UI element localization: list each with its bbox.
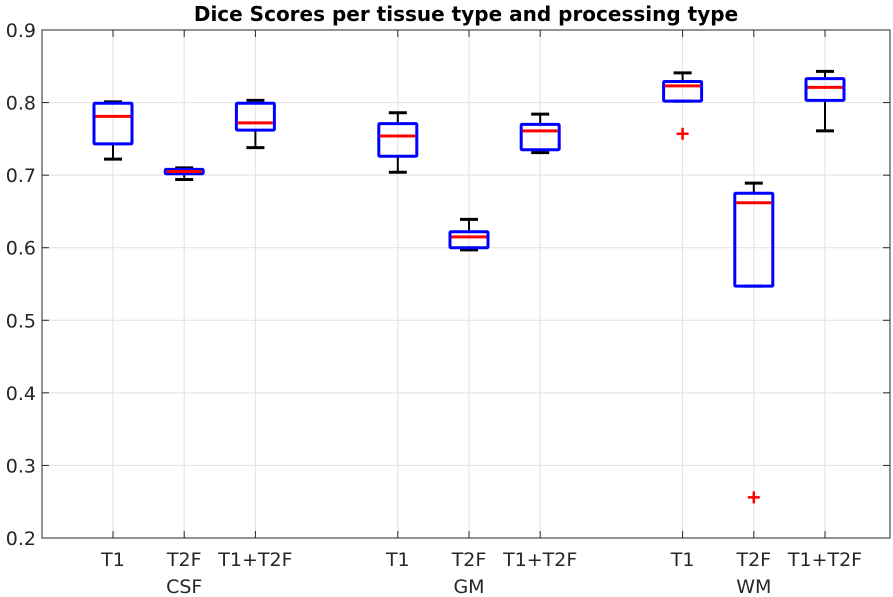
iqr-box: [92, 101, 134, 146]
box-csf-t1: [92, 100, 134, 161]
box-gm-t1-t2f: [519, 112, 561, 155]
box-series: [92, 69, 846, 504]
x-tick-label: T1+T2F: [787, 549, 862, 571]
x-tick-label: T2F: [166, 549, 202, 571]
y-tick-label: 0.4: [6, 383, 36, 405]
y-tick-label: 0.8: [6, 93, 36, 115]
x-tick-label: T2F: [735, 549, 771, 571]
iqr-box: [733, 191, 775, 288]
x-tick-label: T1+T2F: [217, 549, 292, 571]
box-csf-t2f: [163, 166, 205, 181]
x-group-label: CSF: [166, 576, 202, 597]
iqr-box: [804, 77, 846, 102]
iqr-box: [662, 80, 704, 103]
x-tick-label: T1+T2F: [502, 549, 577, 571]
plot-area-frame: [41, 29, 891, 539]
iqr-box: [519, 122, 561, 152]
box-csf-t1-t2f: [234, 98, 276, 150]
box-wm-t2f: [733, 181, 775, 504]
y-tick-label: 0.2: [6, 528, 36, 550]
axis-ticks: [42, 29, 890, 539]
iqr-box: [448, 230, 490, 250]
grid-lines: [42, 29, 890, 539]
x-tick-label: T1: [100, 549, 125, 571]
box-gm-t2f: [448, 217, 490, 252]
box-gm-t1: [377, 111, 419, 174]
box-wm-t1: [662, 71, 704, 140]
box-wm-t1-t2f: [804, 69, 846, 133]
iqr-box: [377, 122, 419, 158]
x-tick-label: T1: [385, 549, 410, 571]
iqr-box: [234, 101, 276, 132]
iqr-box: [163, 167, 205, 176]
y-tick-label: 0.6: [6, 238, 36, 260]
y-tick-label: 0.3: [6, 455, 36, 477]
x-tick-label: T2F: [451, 549, 487, 571]
y-tick-label: 0.5: [6, 310, 36, 332]
chart-title: Dice Scores per tissue type and processi…: [194, 2, 738, 26]
tick-labels: 0.2 0.3 0.4 0.5 0.6 0.7 0.8 0.9 T1 T2F T1+T2F CSF T1…: [6, 20, 862, 597]
x-group-label: WM: [736, 576, 771, 597]
x-group-label: GM: [453, 576, 484, 597]
x-tick-label: T1: [670, 549, 695, 571]
y-tick-label: 0.9: [6, 20, 36, 42]
y-tick-label: 0.7: [6, 165, 36, 187]
